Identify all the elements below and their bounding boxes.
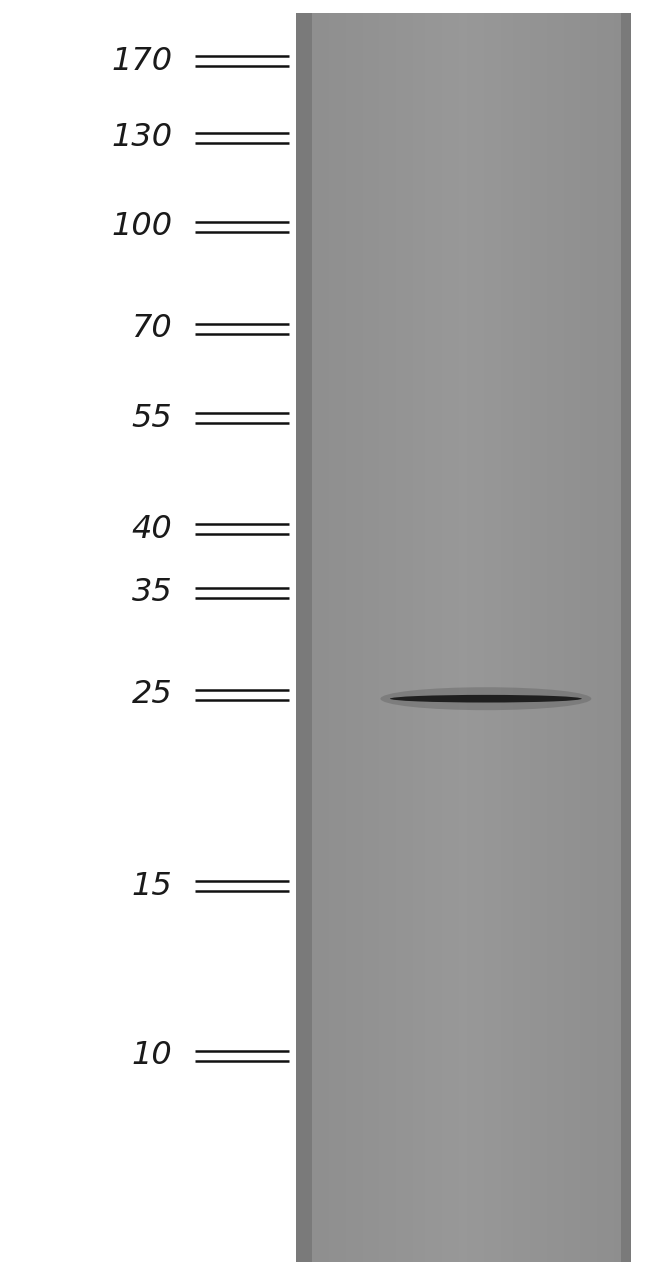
Bar [396, 13, 401, 1262]
Bar [576, 13, 581, 1262]
Bar [480, 13, 485, 1262]
Bar [388, 13, 393, 1262]
Bar [622, 13, 627, 1262]
Bar [484, 13, 489, 1262]
Bar [430, 13, 434, 1262]
Bar [375, 13, 380, 1262]
Bar [584, 13, 590, 1262]
Bar [421, 13, 426, 1262]
Text: 100: 100 [111, 212, 172, 242]
Bar [564, 13, 568, 1262]
Bar [534, 13, 539, 1262]
Bar [614, 13, 619, 1262]
Bar [329, 13, 334, 1262]
Bar [500, 13, 506, 1262]
Bar [371, 13, 376, 1262]
Bar [455, 13, 460, 1262]
Bar [359, 13, 363, 1262]
Bar [471, 13, 476, 1262]
Bar [392, 13, 396, 1262]
Bar [459, 13, 463, 1262]
Bar [346, 13, 351, 1262]
Bar [413, 13, 418, 1262]
Ellipse shape [390, 695, 582, 703]
Bar [426, 13, 430, 1262]
Bar [367, 13, 372, 1262]
Bar [337, 13, 343, 1262]
Bar [488, 13, 493, 1262]
Bar [593, 13, 598, 1262]
Bar [350, 13, 355, 1262]
Bar [404, 13, 410, 1262]
Bar [543, 13, 547, 1262]
Bar [605, 13, 610, 1262]
Bar [467, 13, 472, 1262]
Bar [621, 13, 630, 1262]
Text: 35: 35 [131, 578, 172, 608]
Bar [589, 13, 593, 1262]
Bar [354, 13, 359, 1262]
Bar [476, 13, 480, 1262]
Ellipse shape [380, 687, 592, 710]
Bar [300, 13, 305, 1262]
Bar [547, 13, 552, 1262]
Bar [514, 13, 518, 1262]
Bar [567, 13, 573, 1262]
Bar [627, 13, 631, 1262]
Bar [555, 13, 560, 1262]
Text: 10: 10 [131, 1040, 172, 1071]
Bar [384, 13, 389, 1262]
Bar [597, 13, 602, 1262]
Bar [505, 13, 510, 1262]
Text: 130: 130 [111, 122, 172, 153]
Bar [304, 13, 309, 1262]
Text: 170: 170 [111, 46, 172, 76]
Bar [342, 13, 346, 1262]
Bar [380, 13, 384, 1262]
Text: 70: 70 [131, 314, 172, 344]
Bar [321, 13, 326, 1262]
Text: 15: 15 [131, 871, 172, 901]
Bar [538, 13, 543, 1262]
Bar [296, 13, 300, 1262]
Bar [417, 13, 422, 1262]
Bar [601, 13, 606, 1262]
Bar [509, 13, 514, 1262]
Bar [580, 13, 585, 1262]
Bar [551, 13, 556, 1262]
Bar [522, 13, 526, 1262]
Bar [447, 13, 451, 1262]
Bar [296, 13, 312, 1262]
Bar [560, 13, 564, 1262]
Bar [296, 13, 630, 1262]
Bar [313, 13, 317, 1262]
Bar [572, 13, 577, 1262]
Bar [526, 13, 530, 1262]
Bar [497, 13, 501, 1262]
Text: 55: 55 [131, 403, 172, 434]
Text: 40: 40 [131, 514, 172, 544]
Bar [517, 13, 523, 1262]
Bar [450, 13, 456, 1262]
Bar [434, 13, 439, 1262]
Bar [409, 13, 413, 1262]
Bar [610, 13, 614, 1262]
Bar [325, 13, 330, 1262]
Bar [493, 13, 497, 1262]
Bar [400, 13, 405, 1262]
Bar [363, 13, 367, 1262]
Bar [317, 13, 322, 1262]
Text: 25: 25 [131, 680, 172, 710]
Bar [333, 13, 338, 1262]
Bar [308, 13, 313, 1262]
Bar [442, 13, 447, 1262]
Bar [530, 13, 535, 1262]
Bar [618, 13, 623, 1262]
Bar [463, 13, 468, 1262]
Bar [438, 13, 443, 1262]
